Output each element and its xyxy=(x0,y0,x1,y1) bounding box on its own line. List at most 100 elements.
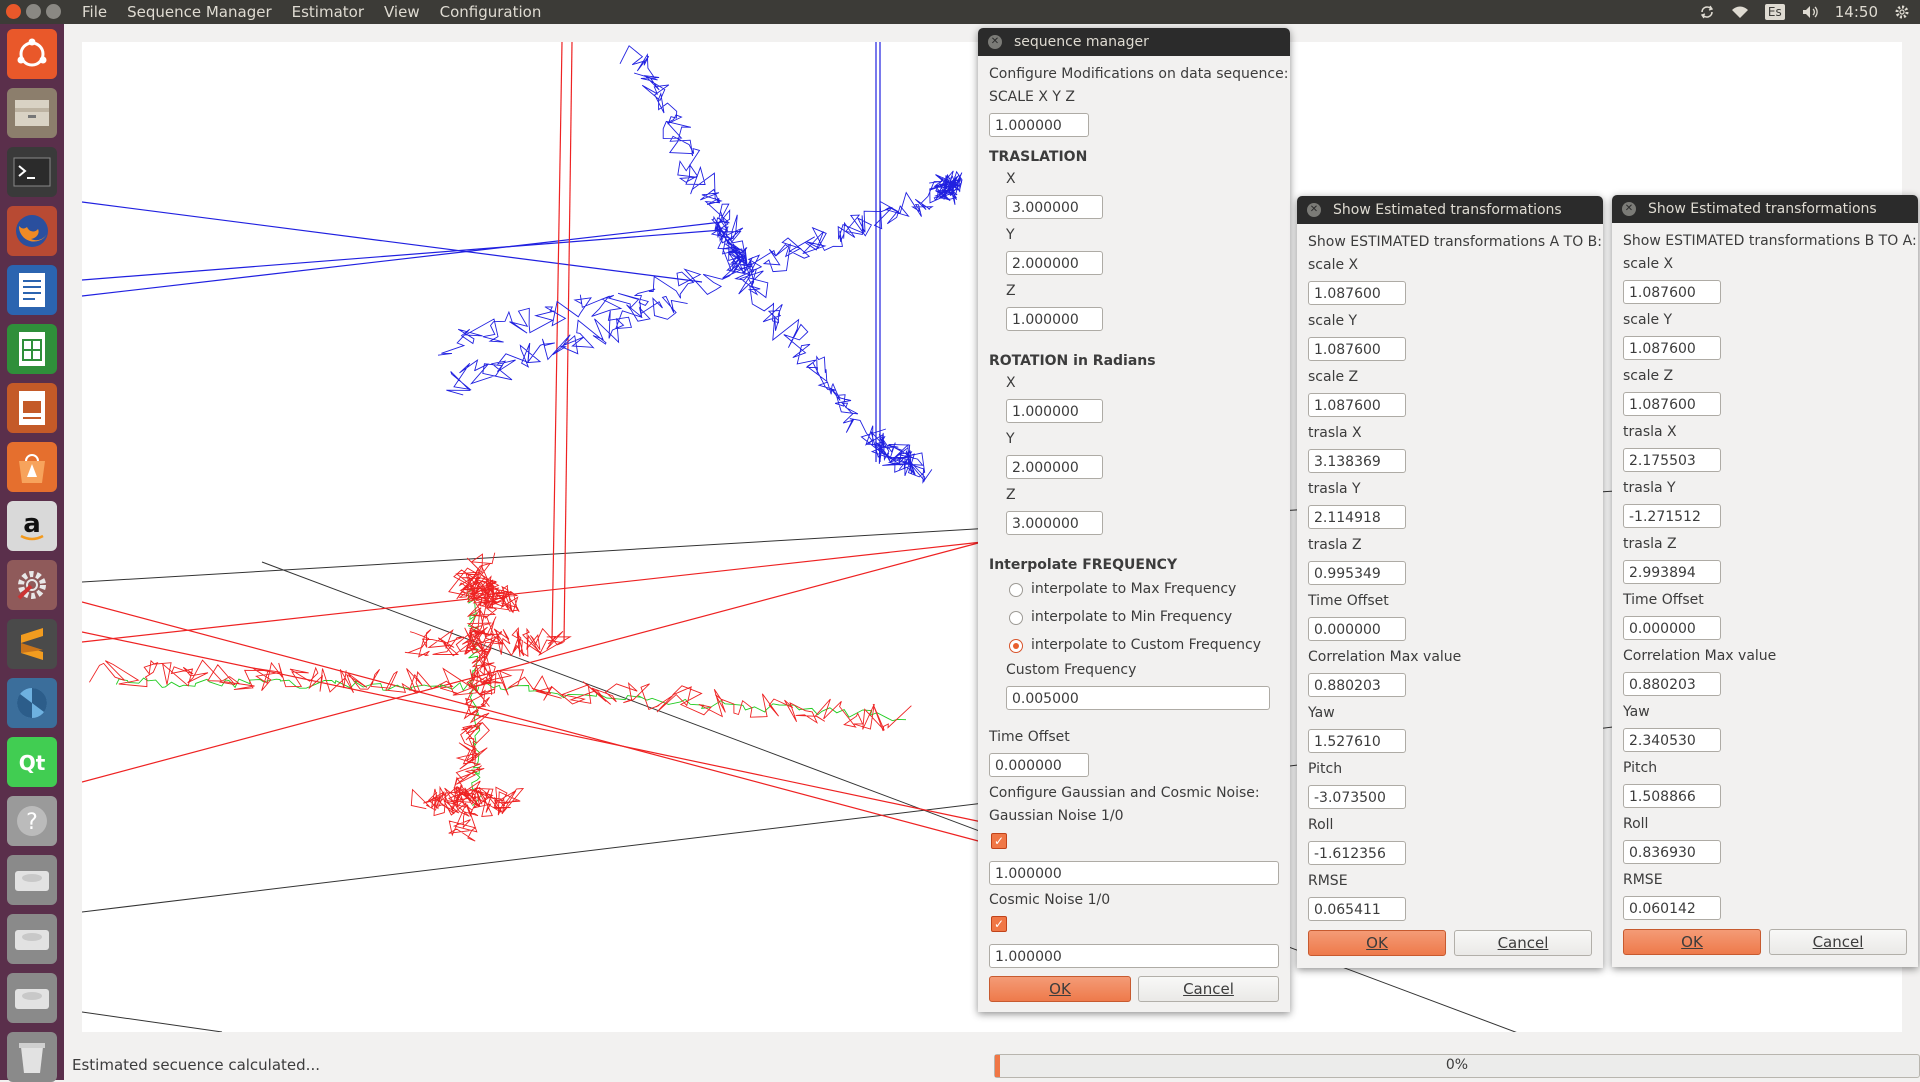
keyboard-layout-indicator[interactable]: Es xyxy=(1764,4,1785,20)
close-icon[interactable]: ✕ xyxy=(1622,202,1636,216)
rot-z-input[interactable]: 3.000000 xyxy=(1006,511,1103,535)
field-value-input[interactable]: 2.114918 xyxy=(1308,505,1406,529)
trans-x-input[interactable]: 3.000000 xyxy=(1006,195,1103,219)
software-center-icon[interactable] xyxy=(7,442,57,492)
field-value-input[interactable]: 0.880203 xyxy=(1308,673,1406,697)
field-value-input[interactable]: 2.993894 xyxy=(1623,560,1721,584)
field-value-input[interactable]: 1.087600 xyxy=(1308,393,1406,417)
custom-frequency-input[interactable]: 0.005000 xyxy=(1006,686,1270,710)
field-value-input[interactable]: 0.060142 xyxy=(1623,896,1721,920)
sync-icon[interactable] xyxy=(1699,4,1715,20)
field-value-input[interactable]: 0.000000 xyxy=(1308,617,1406,641)
rot-y-input[interactable]: 2.000000 xyxy=(1006,455,1103,479)
ubuntu-home-icon[interactable] xyxy=(7,29,57,79)
drive-icon[interactable] xyxy=(7,973,57,1023)
field-value-input[interactable]: 1.087600 xyxy=(1308,337,1406,361)
radio-custom-frequency[interactable] xyxy=(1009,639,1023,653)
radio-min-frequency[interactable] xyxy=(1009,611,1023,625)
wifi-icon[interactable] xyxy=(1731,4,1749,20)
cancel-button[interactable]: Cancel xyxy=(1769,929,1907,955)
help-icon[interactable]: ? xyxy=(7,796,57,846)
radio-custom-label[interactable]: interpolate to Custom Frequency xyxy=(1031,637,1262,653)
menu-sequence-manager[interactable]: Sequence Manager xyxy=(127,3,272,21)
field-label: Yaw xyxy=(1308,705,1335,721)
launcher: a Qt ? xyxy=(0,24,64,1082)
drive-icon[interactable] xyxy=(7,914,57,964)
scale-input[interactable]: 1.000000 xyxy=(989,113,1089,137)
field-value-input[interactable]: 2.175503 xyxy=(1623,448,1721,472)
field-value-input[interactable]: -3.073500 xyxy=(1308,785,1406,809)
trans-z-input[interactable]: 1.000000 xyxy=(1006,307,1103,331)
system-settings-icon[interactable] xyxy=(7,560,57,610)
time-offset-input[interactable]: 0.000000 xyxy=(989,753,1089,777)
progress-fill xyxy=(995,1055,1000,1077)
close-window-button[interactable] xyxy=(6,4,21,19)
firefox-icon[interactable] xyxy=(7,206,57,256)
shutter-icon[interactable] xyxy=(7,678,57,728)
impress-icon[interactable] xyxy=(7,383,57,433)
amazon-icon[interactable]: a xyxy=(7,501,57,551)
estimated-a-to-b-dialog: ✕ Show Estimated transformations Show ES… xyxy=(1297,196,1603,968)
dialog-titlebar[interactable]: ✕ sequence manager xyxy=(978,28,1290,56)
files-icon[interactable] xyxy=(7,88,57,138)
field-label: trasla X xyxy=(1623,424,1677,440)
writer-icon[interactable] xyxy=(7,265,57,315)
dialog-titlebar[interactable]: ✕ Show Estimated transformations xyxy=(1297,196,1603,224)
scale-label: SCALE X Y Z xyxy=(989,89,1075,105)
calc-icon[interactable] xyxy=(7,324,57,374)
field-value-input[interactable]: 0.065411 xyxy=(1308,897,1406,921)
menu-estimator[interactable]: Estimator xyxy=(291,3,364,21)
gaussian-noise-checkbox[interactable]: ✓ xyxy=(991,833,1007,849)
qt-creator-icon[interactable]: Qt xyxy=(7,737,57,787)
field-value-input[interactable]: 3.138369 xyxy=(1308,449,1406,473)
field-value-input[interactable]: 0.836930 xyxy=(1623,840,1721,864)
menu-configuration[interactable]: Configuration xyxy=(439,3,542,21)
gear-icon[interactable] xyxy=(1894,4,1910,20)
3d-scene[interactable] xyxy=(81,41,1903,1043)
field-label: scale X xyxy=(1308,257,1359,273)
rot-z-label: Z xyxy=(1006,487,1016,503)
field-value-input[interactable]: 1.087600 xyxy=(1623,336,1721,360)
trash-icon[interactable] xyxy=(7,1032,57,1082)
field-value-input[interactable]: 2.340530 xyxy=(1623,728,1721,752)
clock[interactable]: 14:50 xyxy=(1834,3,1878,21)
gaussian-noise-input[interactable]: 1.000000 xyxy=(989,861,1279,885)
radio-max-frequency[interactable] xyxy=(1009,583,1023,597)
minimize-window-button[interactable] xyxy=(26,4,41,19)
close-icon[interactable]: ✕ xyxy=(988,35,1002,49)
series-a-lines xyxy=(81,42,881,462)
cancel-button[interactable]: Cancel xyxy=(1138,976,1279,1002)
terminal-icon[interactable] xyxy=(7,147,57,197)
dialog-titlebar[interactable]: ✕ Show Estimated transformations xyxy=(1612,195,1918,223)
cosmic-noise-checkbox[interactable]: ✓ xyxy=(991,916,1007,932)
ok-button[interactable]: OK xyxy=(1308,930,1446,956)
cosmic-noise-input[interactable]: 1.000000 xyxy=(989,944,1279,968)
ok-button[interactable]: OK xyxy=(989,976,1131,1002)
maximize-window-button[interactable] xyxy=(46,4,61,19)
menu-file[interactable]: File xyxy=(82,3,108,21)
field-value-input[interactable]: 0.995349 xyxy=(1308,561,1406,585)
menu-view[interactable]: View xyxy=(384,3,420,21)
ok-button[interactable]: OK xyxy=(1623,929,1761,955)
field-value-input[interactable]: 1.087600 xyxy=(1308,281,1406,305)
field-value-input[interactable]: 1.087600 xyxy=(1623,280,1721,304)
rot-x-input[interactable]: 1.000000 xyxy=(1006,399,1103,423)
volume-icon[interactable] xyxy=(1801,4,1819,20)
field-value-input[interactable]: 0.000000 xyxy=(1623,616,1721,640)
radio-min-label[interactable]: interpolate to Min Frequency xyxy=(1031,609,1233,625)
close-icon[interactable]: ✕ xyxy=(1307,203,1321,217)
field-value-input[interactable]: 1.087600 xyxy=(1623,392,1721,416)
field-label: trasla Y xyxy=(1308,481,1361,497)
radio-max-label[interactable]: interpolate to Max Frequency xyxy=(1031,581,1237,597)
trans-y-input[interactable]: 2.000000 xyxy=(1006,251,1103,275)
field-value-input[interactable]: 1.508866 xyxy=(1623,784,1721,808)
sublime-icon[interactable] xyxy=(7,619,57,669)
drive-icon[interactable] xyxy=(7,855,57,905)
cancel-button[interactable]: Cancel xyxy=(1454,930,1592,956)
field-value-input[interactable]: 0.880203 xyxy=(1623,672,1721,696)
field-value-input[interactable]: -1.612356 xyxy=(1308,841,1406,865)
field-value-input[interactable]: 1.527610 xyxy=(1308,729,1406,753)
custom-frequency-label: Custom Frequency xyxy=(1006,662,1137,678)
field-value-input[interactable]: -1.271512 xyxy=(1623,504,1721,528)
field-label: Roll xyxy=(1623,816,1649,832)
